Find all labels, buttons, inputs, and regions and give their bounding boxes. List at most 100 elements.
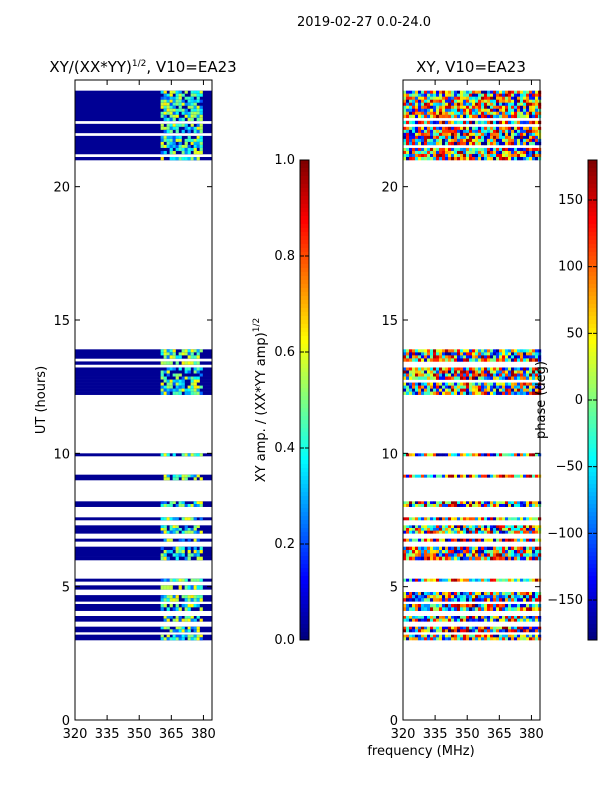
phase-cell bbox=[505, 517, 509, 521]
amp-cell-row bbox=[75, 626, 212, 630]
amp-cell bbox=[163, 604, 167, 608]
amp-cell bbox=[169, 129, 173, 134]
phase-cell bbox=[451, 530, 455, 534]
phase-cell bbox=[505, 578, 509, 582]
colorbar-swatch bbox=[588, 384, 597, 389]
amp-cell bbox=[163, 361, 167, 365]
phase-cell bbox=[418, 370, 422, 374]
y-tick-label: 20 bbox=[53, 181, 70, 196]
amp-cell bbox=[166, 370, 170, 374]
amp-cell bbox=[172, 598, 176, 602]
amp-cell bbox=[181, 352, 185, 356]
amp-cell bbox=[163, 453, 167, 457]
phase-cell bbox=[406, 114, 410, 119]
phase-cell bbox=[499, 634, 503, 638]
colorbar-swatch bbox=[300, 236, 309, 241]
phase-cell bbox=[493, 595, 497, 599]
phase-cell bbox=[472, 616, 476, 619]
phase-cell bbox=[526, 501, 530, 505]
phase-cell bbox=[412, 530, 416, 534]
x-tick-label: 365 bbox=[159, 727, 184, 742]
phase-cell bbox=[430, 370, 434, 374]
phase-cell bbox=[427, 556, 431, 561]
amp-cell bbox=[199, 607, 203, 611]
phase-cell bbox=[406, 376, 410, 380]
phase-cell bbox=[406, 629, 410, 633]
phase-cell bbox=[481, 550, 485, 554]
phase-cell bbox=[403, 129, 407, 134]
amp-cell bbox=[190, 147, 194, 152]
phase-cell bbox=[520, 373, 524, 377]
colorbar-swatch bbox=[588, 400, 597, 405]
phase-cell bbox=[505, 391, 509, 395]
phase-cell bbox=[523, 102, 527, 107]
phase-cell bbox=[418, 530, 422, 534]
colorbar-swatch bbox=[300, 408, 309, 413]
phase-cell bbox=[529, 382, 533, 386]
phase-cell bbox=[442, 453, 446, 457]
phase-cell bbox=[499, 349, 503, 353]
amp-cell bbox=[190, 578, 194, 582]
amp-cell bbox=[178, 99, 182, 104]
amp-cell bbox=[181, 147, 185, 152]
amp-cell bbox=[184, 525, 188, 529]
phase-cell bbox=[496, 132, 500, 137]
phase-cell bbox=[514, 120, 518, 125]
amp-cell bbox=[190, 517, 194, 521]
phase-cell bbox=[472, 150, 476, 155]
amp-cell bbox=[160, 135, 164, 140]
amp-cell bbox=[160, 141, 164, 146]
phase-cell bbox=[439, 355, 443, 359]
phase-cell bbox=[523, 120, 527, 125]
amp-cell bbox=[196, 367, 200, 371]
phase-cell bbox=[433, 474, 437, 478]
colorbar-swatch bbox=[300, 576, 309, 581]
phase-cell bbox=[520, 382, 524, 386]
phase-cell bbox=[511, 550, 515, 554]
phase-cell bbox=[493, 504, 497, 507]
phase-cell bbox=[409, 618, 413, 622]
phase-cell bbox=[532, 114, 536, 119]
amp-cell bbox=[184, 595, 188, 599]
amp-cell bbox=[175, 156, 179, 161]
phase-cell bbox=[457, 550, 461, 554]
colorbar-swatch bbox=[300, 316, 309, 321]
phase-cell bbox=[481, 129, 485, 134]
phase-cell bbox=[415, 370, 419, 374]
phase-cell bbox=[517, 129, 521, 134]
phase-cell bbox=[421, 388, 425, 392]
phase-cell bbox=[505, 141, 509, 146]
phase-cell bbox=[532, 111, 536, 116]
amp-cell bbox=[190, 123, 194, 128]
amp-cell-row bbox=[75, 367, 212, 371]
phase-cell bbox=[487, 126, 491, 131]
phase-cell bbox=[412, 90, 416, 94]
phase-cell bbox=[535, 530, 539, 534]
colorbar-swatch bbox=[300, 496, 309, 501]
phase-cell bbox=[421, 355, 425, 359]
phase-cell bbox=[460, 501, 464, 505]
phase-cell bbox=[451, 474, 455, 478]
amp-cell bbox=[193, 147, 197, 152]
phase-cell bbox=[418, 592, 422, 596]
phase-cell bbox=[484, 126, 488, 131]
amp-cell bbox=[190, 376, 194, 380]
colorbar-swatch bbox=[588, 592, 597, 597]
amp-cell bbox=[160, 501, 164, 505]
phase-cell bbox=[496, 385, 500, 389]
phase-cell bbox=[430, 132, 434, 137]
phase-cell bbox=[523, 367, 527, 371]
amp-cell bbox=[196, 595, 200, 599]
amp-cell bbox=[163, 538, 167, 542]
amp-cell bbox=[178, 105, 182, 110]
colorbar-swatch bbox=[588, 180, 597, 185]
phase-cell bbox=[514, 90, 518, 94]
phase-cell bbox=[532, 556, 536, 561]
phase-cell bbox=[418, 153, 422, 158]
phase-cell bbox=[532, 96, 536, 101]
phase-cell bbox=[406, 474, 410, 478]
phase-cell bbox=[502, 388, 506, 392]
phase-cell bbox=[475, 550, 479, 554]
colorbar-swatch bbox=[588, 512, 597, 517]
phase-cell bbox=[442, 553, 446, 557]
